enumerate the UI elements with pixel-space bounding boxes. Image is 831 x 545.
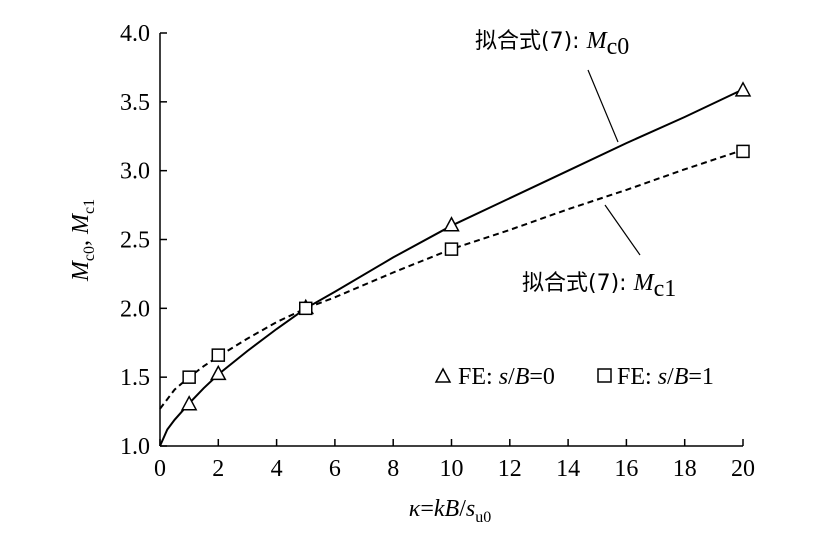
- y-tick-label: 2.0: [120, 296, 150, 322]
- x-tick-label: 20: [731, 456, 755, 482]
- fe-sb0-point: [210, 364, 227, 381]
- y-tick-label: 3.0: [120, 159, 150, 185]
- fe-sb0-point: [180, 395, 198, 411]
- mc1-fit-line: [159, 149, 744, 410]
- legend-entry-sb0: FE: s/B=0: [458, 364, 555, 390]
- x-tick-label: 0: [154, 456, 166, 482]
- x-tick-label: 8: [387, 456, 399, 482]
- fe-sb0-point: [443, 216, 460, 232]
- y-tick-label: 4.0: [120, 21, 150, 47]
- annotation-mc0: 拟合式(7): Mc0: [475, 28, 629, 60]
- fe-sb1-point: [182, 370, 196, 384]
- tick-labels: 0 2 4 6 8 10 12 14 16 18 20 1.0 1.5 2.0 2.5 3.0 3.5 4.0: [120, 21, 755, 482]
- y-tick-label: 1.0: [120, 434, 150, 460]
- series-group: [159, 88, 744, 447]
- annotation-mc0-leader: [587, 69, 619, 143]
- x-tick-label: 16: [614, 456, 638, 482]
- annotation-mc1-leader: [604, 204, 641, 256]
- x-tick-label: 6: [329, 456, 341, 482]
- x-tick-label: 18: [673, 456, 697, 482]
- mc0-fit-line: [159, 88, 744, 447]
- x-tick-label: 14: [556, 456, 580, 482]
- y-axis-label: Mc0, Mc1: [68, 199, 98, 282]
- legend-entry-sb1: FE: s/B=1: [617, 364, 714, 390]
- axes: [159, 32, 744, 447]
- legend-square-marker: [597, 368, 612, 383]
- fe-sb1-point: [444, 242, 459, 256]
- x-tick-label: 10: [440, 456, 464, 482]
- y-tick-label: 3.5: [120, 90, 150, 116]
- fe-sb1-point: [736, 144, 750, 159]
- legend: FE: s/B=0 FE: s/B=1: [434, 364, 714, 390]
- fe-sb1-point: [211, 348, 226, 362]
- y-tick-label: 2.5: [120, 228, 150, 254]
- y-tick-label: 1.5: [120, 365, 150, 391]
- x-axis-label: κ=kB/su0: [409, 496, 491, 526]
- fe-sb1-point: [299, 301, 313, 316]
- fe-sb0-point: [734, 81, 752, 97]
- legend-triangle-marker: [434, 367, 452, 383]
- annotation-mc1: 拟合式(7): Mc1: [522, 270, 676, 302]
- x-tick-label: 2: [212, 456, 224, 482]
- x-tick-label: 4: [271, 456, 283, 482]
- markers-group: [180, 81, 752, 411]
- x-tick-label: 12: [498, 456, 522, 482]
